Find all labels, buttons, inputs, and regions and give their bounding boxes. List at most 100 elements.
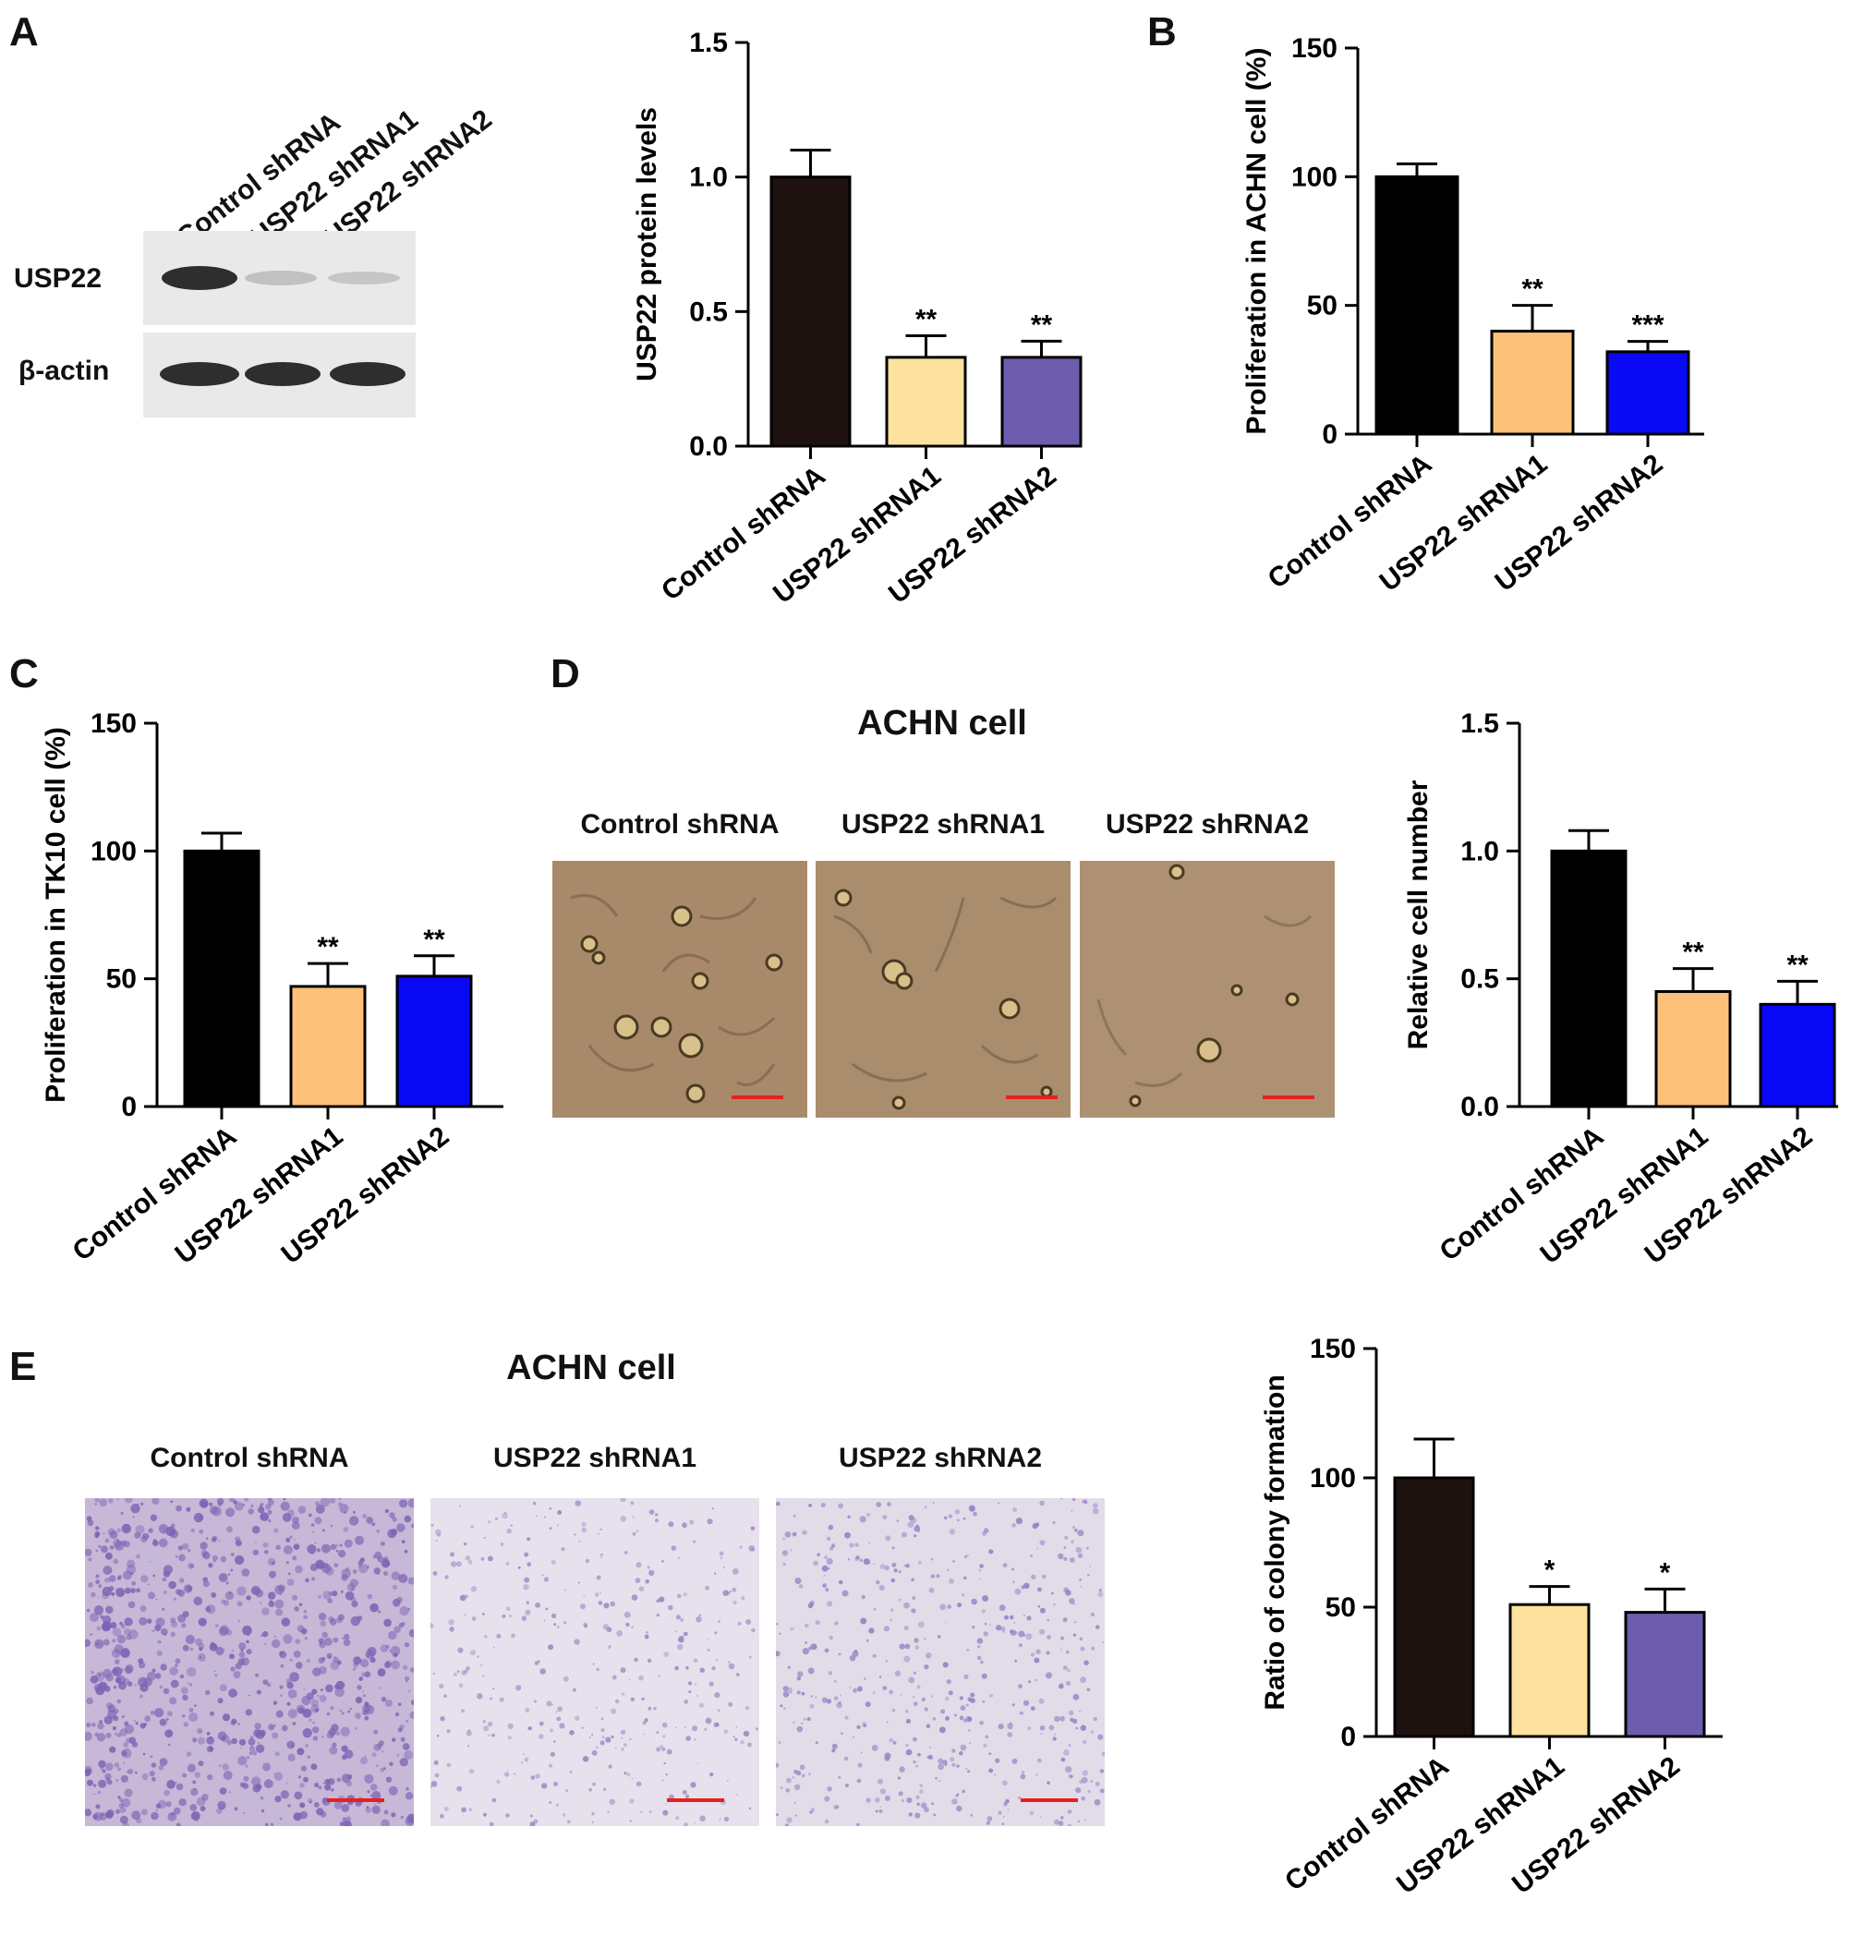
colony-dot xyxy=(294,1606,299,1612)
y-tick-label: 50 xyxy=(106,964,137,995)
colony-dot xyxy=(786,1777,792,1784)
colony-dot xyxy=(694,1738,696,1741)
colony-dot xyxy=(355,1696,363,1704)
colony-dot xyxy=(889,1737,894,1743)
colony-dot xyxy=(797,1671,804,1677)
colony-dot xyxy=(1037,1604,1041,1608)
colony-dot xyxy=(226,1526,233,1533)
colony-dot xyxy=(776,1813,779,1817)
colony-dot xyxy=(461,1670,467,1676)
colony-dot xyxy=(170,1631,175,1638)
colony-dot xyxy=(1080,1585,1083,1588)
colony-dot xyxy=(186,1666,197,1677)
significance-marker: ** xyxy=(423,925,445,955)
colony-dot xyxy=(620,1729,626,1736)
colony-dot xyxy=(116,1539,119,1542)
colony-dot xyxy=(945,1716,950,1721)
colony-dot xyxy=(142,1532,150,1541)
colony-dot xyxy=(1039,1540,1046,1546)
colony-dot xyxy=(318,1613,327,1621)
colony-dot xyxy=(260,1602,262,1604)
colony-dot xyxy=(236,1601,243,1607)
colony-dot xyxy=(305,1578,309,1583)
colony-dot xyxy=(985,1735,989,1739)
colony-dot xyxy=(266,1682,272,1688)
colony-dot xyxy=(193,1512,204,1523)
colony-dot xyxy=(411,1700,414,1706)
colony-dot xyxy=(333,1657,339,1664)
colony-dot xyxy=(591,1812,595,1816)
colony-dot xyxy=(242,1625,252,1636)
colony-dot xyxy=(383,1809,389,1815)
colony-dot xyxy=(225,1507,236,1518)
colony-dot xyxy=(942,1760,948,1765)
colony-dot xyxy=(314,1708,320,1712)
colony-dot xyxy=(272,1561,275,1565)
colony-dot xyxy=(868,1561,871,1565)
colony-dot xyxy=(575,1500,582,1506)
colony-dot xyxy=(998,1724,1004,1730)
colony-dot xyxy=(707,1638,709,1640)
colony-dot xyxy=(669,1794,674,1800)
colony-dot xyxy=(538,1734,544,1739)
colony-dot xyxy=(507,1736,512,1740)
colony-dot xyxy=(93,1793,95,1796)
colony-dot xyxy=(821,1697,828,1703)
colony-dot xyxy=(279,1685,284,1689)
colony-dot xyxy=(833,1679,837,1683)
colony-dot xyxy=(490,1697,492,1700)
colony-dot xyxy=(318,1594,321,1599)
colony-dot xyxy=(338,1498,342,1501)
colony-dot xyxy=(120,1624,126,1629)
colony-dot xyxy=(91,1670,94,1675)
colony-dot xyxy=(656,1731,660,1735)
colony-dot xyxy=(392,1517,397,1522)
colony-dot xyxy=(924,1707,928,1712)
colony-dot xyxy=(385,1700,393,1708)
bar xyxy=(1393,1476,1475,1738)
colony-dot xyxy=(158,1764,164,1771)
colony-dot xyxy=(377,1743,382,1749)
colony-dot xyxy=(272,1732,279,1739)
colony-dot xyxy=(1079,1578,1082,1581)
colony-dot xyxy=(1007,1732,1013,1737)
colony-dot xyxy=(341,1804,350,1812)
colony-dot xyxy=(235,1663,242,1670)
colony-dot xyxy=(311,1688,318,1695)
colony-dot xyxy=(201,1794,209,1801)
colony-dot xyxy=(190,1787,199,1797)
colony-dot xyxy=(860,1617,867,1625)
colony-dot xyxy=(642,1733,645,1736)
colony-dot xyxy=(365,1807,371,1813)
colony-dot xyxy=(537,1660,540,1664)
colony-dot xyxy=(124,1627,131,1636)
panel-letter-d: D xyxy=(551,651,580,696)
colony-dot xyxy=(855,1555,860,1560)
colony-dot xyxy=(502,1614,506,1618)
colony-dot xyxy=(793,1769,798,1774)
colony-dot xyxy=(299,1783,305,1788)
colony-dot xyxy=(141,1773,149,1780)
colony-dot xyxy=(1011,1758,1018,1764)
colony-dot xyxy=(193,1788,196,1790)
colony-dot xyxy=(526,1562,532,1567)
colony-dot xyxy=(1083,1499,1088,1505)
colony-dot xyxy=(675,1615,681,1620)
colony-dot xyxy=(988,1624,991,1627)
colony-dot xyxy=(684,1822,688,1826)
colony-dot xyxy=(778,1632,781,1636)
colony-dot xyxy=(117,1796,121,1799)
bar xyxy=(183,849,260,1108)
colony-dot xyxy=(140,1575,149,1583)
colony-dot xyxy=(802,1530,807,1535)
colony-dot xyxy=(834,1621,839,1626)
colony-dot xyxy=(170,1500,174,1504)
colony-dot xyxy=(1079,1710,1081,1712)
colony-dot xyxy=(190,1564,195,1568)
colony-dot xyxy=(458,1505,461,1507)
colony-dot xyxy=(400,1736,405,1742)
colony-dot xyxy=(993,1773,996,1776)
colony-dot xyxy=(1002,1630,1005,1633)
colony-dot xyxy=(897,1776,901,1780)
y-tick-label: 100 xyxy=(1291,162,1337,192)
